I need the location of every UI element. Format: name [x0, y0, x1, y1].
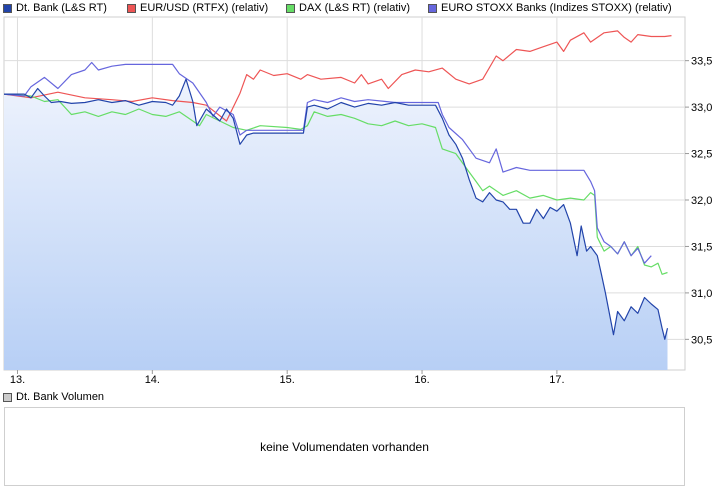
legend-label: Dt. Bank (L&S RT)	[16, 2, 107, 14]
legend-item: Dt. Bank (L&S RT)	[3, 1, 107, 15]
x-tick-label: 17.	[549, 374, 564, 386]
y-tick-label: 31,5	[691, 241, 712, 253]
legend-swatch	[428, 3, 437, 13]
series-line-1	[4, 30, 672, 122]
legend-label: EUR/USD (RTFX) (relativ)	[140, 2, 269, 14]
volume-legend: Dt. Bank Volumen	[3, 391, 104, 403]
axis-ticks: 30,5 31,0 31,5 32,0 32,5 33,0 33,5 13. 14. 15. 16.…	[10, 56, 713, 386]
legend-swatch	[286, 3, 295, 13]
x-tick-label: 16.	[414, 374, 429, 386]
legend-item: EURO STOXX Banks (Indizes STOXX) (relati…	[428, 1, 672, 15]
legend-item: EUR/USD (RTFX) (relativ)	[127, 1, 268, 15]
y-tick-label: 32,5	[691, 149, 712, 161]
series-line-3	[4, 61, 652, 264]
legend-item: DAX (L&S RT) (relativ)	[286, 1, 410, 15]
x-tick-label: 14.	[145, 374, 160, 386]
y-tick-label: 33,5	[691, 56, 712, 68]
y-tick-label: 32,0	[691, 195, 712, 207]
legend-label: DAX (L&S RT) (relativ)	[299, 2, 411, 14]
legend-label: EURO STOXX Banks (Indizes STOXX) (relati…	[441, 2, 672, 14]
volume-empty-message: keine Volumendaten vorhanden	[260, 440, 429, 454]
y-tick-label: 31,0	[691, 288, 712, 300]
x-tick-label: 15.	[280, 374, 295, 386]
legend-swatch	[127, 3, 136, 13]
series-line-2	[4, 93, 668, 275]
x-tick-label: 13.	[10, 374, 25, 386]
volume-legend-label: Dt. Bank Volumen	[16, 391, 105, 403]
legend-swatch	[3, 3, 12, 13]
y-tick-label: 33,0	[691, 102, 712, 114]
series-line-0	[4, 78, 669, 340]
y-tick-label: 30,5	[691, 334, 712, 346]
volume-swatch	[3, 392, 12, 402]
volume-panel: keine Volumendaten vorhanden	[4, 407, 685, 486]
series-area-0	[4, 79, 668, 370]
